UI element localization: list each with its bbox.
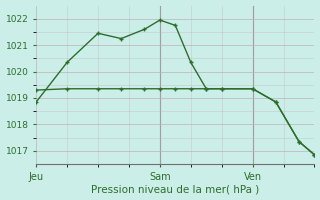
X-axis label: Pression niveau de la mer( hPa ): Pression niveau de la mer( hPa )	[91, 184, 260, 194]
